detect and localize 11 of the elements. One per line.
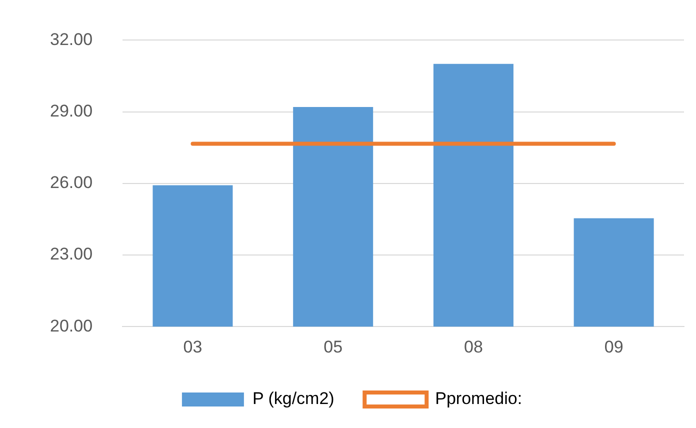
x-tick-label: 03 bbox=[183, 337, 202, 356]
y-tick-label: 23.00 bbox=[50, 244, 93, 264]
y-tick-label: 20.00 bbox=[50, 316, 93, 336]
legend-label: P (kg/cm2) bbox=[252, 389, 334, 408]
legend-label: Ppromedio: bbox=[435, 389, 522, 408]
y-tick-label: 26.00 bbox=[50, 173, 93, 192]
x-tick-label: 08 bbox=[464, 337, 483, 356]
x-tick-label: 05 bbox=[324, 337, 343, 356]
y-tick-label: 29.00 bbox=[50, 101, 93, 120]
y-tick-label: 32.00 bbox=[50, 30, 93, 49]
x-tick-label: 09 bbox=[604, 337, 624, 356]
